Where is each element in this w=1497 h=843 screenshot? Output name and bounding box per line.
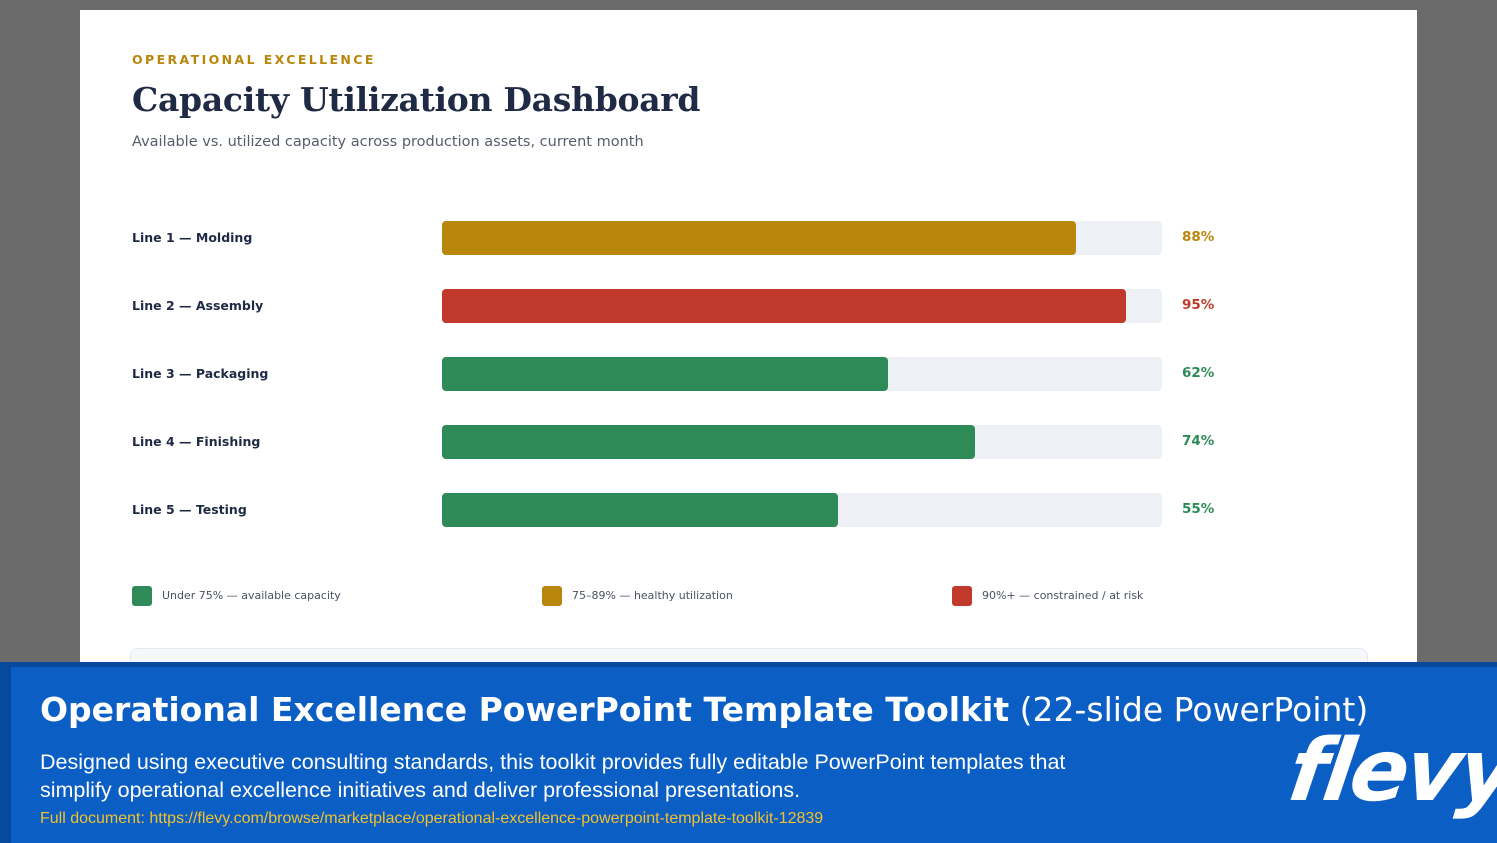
legend-swatch [952, 586, 972, 606]
banner-side-edge [0, 662, 11, 843]
bar [442, 493, 838, 527]
flevy-logo[interactable]: flevy [1282, 721, 1497, 821]
bar-label: Line 2 — Assembly [132, 298, 264, 313]
banner-title-main: Operational Excellence PowerPoint Templa… [40, 690, 1010, 729]
bar-track [442, 493, 1162, 527]
bar-row: Line 2 — Assembly 95% [80, 289, 1417, 323]
bar-value-label: 95% [1182, 297, 1215, 313]
bar-value-label: 62% [1182, 365, 1215, 381]
bar-track [442, 425, 1162, 459]
bar-value-label: 74% [1182, 433, 1215, 449]
document-link[interactable]: Full document: https://flevy.com/browse/… [40, 810, 824, 827]
bar-row: Line 4 — Finishing 74% [80, 425, 1417, 459]
bar-label: Line 1 — Molding [132, 230, 253, 245]
bar-label: Line 4 — Finishing [132, 434, 261, 449]
bar [442, 357, 889, 391]
banner-title-suffix: (22-slide PowerPoint) [1019, 690, 1369, 729]
bar-label: Line 3 — Packaging [132, 366, 269, 381]
section-eyebrow: OPERATIONAL EXCELLENCE [132, 52, 376, 67]
summary-card [130, 648, 1368, 663]
slide: OPERATIONAL EXCELLENCE Capacity Utilizat… [80, 10, 1417, 663]
banner-top-edge [0, 662, 1497, 667]
bar-value-label: 88% [1182, 229, 1215, 245]
bar-value-label: 55% [1182, 501, 1215, 517]
page-title: Capacity Utilization Dashboard [132, 80, 701, 119]
bar-label: Line 5 — Testing [132, 502, 247, 517]
legend-label: 90%+ — constrained / at risk [982, 589, 1144, 602]
bar-track [442, 221, 1162, 255]
legend-label: 75–89% — healthy utilization [572, 589, 733, 602]
bar-row: Line 5 — Testing 55% [80, 493, 1417, 527]
banner-title: Operational Excellence PowerPoint Templa… [40, 690, 1368, 729]
legend-label: Under 75% — available capacity [162, 589, 341, 602]
promo-banner: Operational Excellence PowerPoint Templa… [0, 662, 1497, 843]
bar-track [442, 289, 1162, 323]
bar [442, 221, 1076, 255]
bar [442, 425, 975, 459]
bar-row: Line 1 — Molding 88% [80, 221, 1417, 255]
page-subtitle: Available vs. utilized capacity across p… [132, 134, 644, 150]
bar-track [442, 357, 1162, 391]
bar-row: Line 3 — Packaging 62% [80, 357, 1417, 391]
legend-swatch [542, 586, 562, 606]
bar [442, 289, 1126, 323]
banner-description: Designed using executive consulting stan… [40, 750, 1066, 802]
legend-swatch [132, 586, 152, 606]
